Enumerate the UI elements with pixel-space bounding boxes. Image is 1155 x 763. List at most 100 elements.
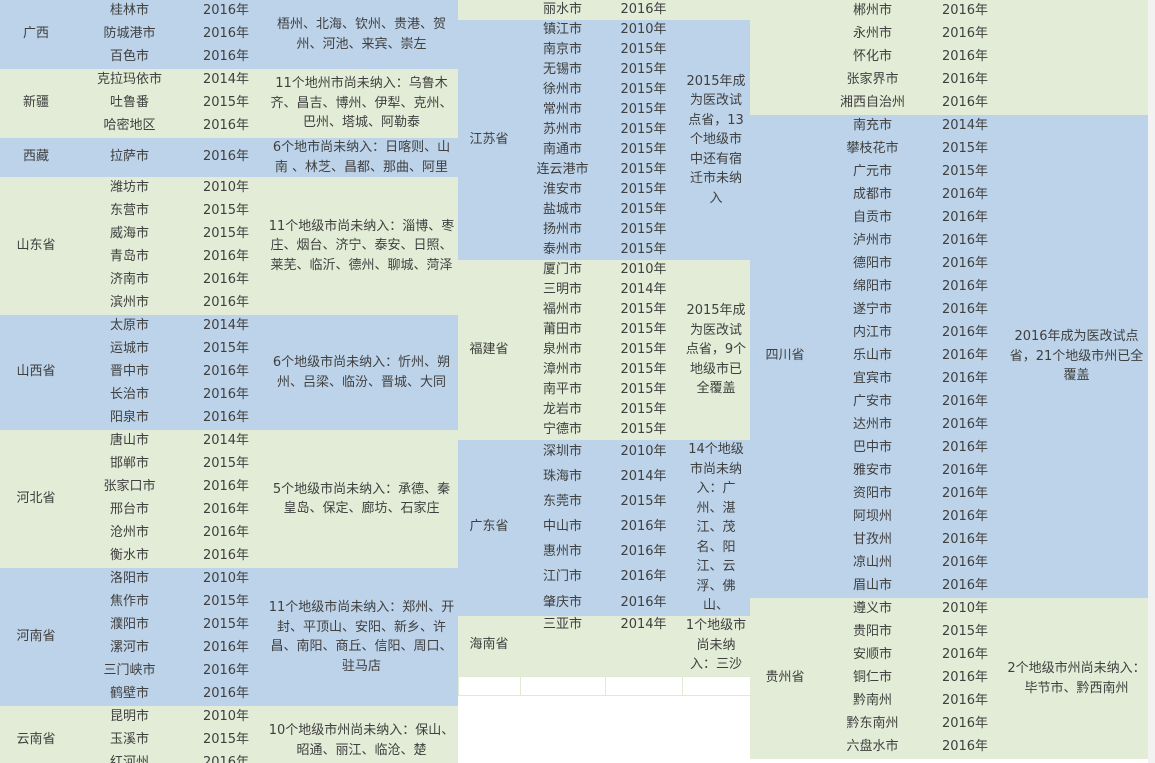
note-cell[interactable]: 2015年成为医改试点省，13个地级市中还有宿迁市未纳入 xyxy=(682,20,750,260)
city-cell[interactable]: 攀枝花市 xyxy=(820,138,925,161)
table-row[interactable]: 晋中市 2016年 xyxy=(0,361,458,384)
table-row[interactable]: 福州市 2015年 xyxy=(458,300,750,320)
city-cell[interactable]: 泸州市 xyxy=(820,230,925,253)
city-cell[interactable]: 安顺市 xyxy=(820,644,925,667)
table-row[interactable] xyxy=(458,635,750,656)
city-cell[interactable]: 莆田市 xyxy=(520,320,605,340)
city-cell[interactable]: 桂林市 xyxy=(72,0,187,23)
note-cell[interactable]: 11个地级市尚未纳入：郑州、开封、平顶山、安阳、新乡、许昌、南阳、商丘、信阳、周… xyxy=(265,568,458,706)
city-cell[interactable]: 丽水市 xyxy=(520,0,605,20)
city-cell[interactable]: 三明市 xyxy=(520,280,605,300)
year-cell[interactable]: 2016年 xyxy=(925,391,1005,414)
city-cell[interactable]: 铜仁市 xyxy=(820,667,925,690)
city-cell[interactable]: 自贡市 xyxy=(820,207,925,230)
city-cell[interactable]: 东莞市 xyxy=(520,490,605,516)
table-row[interactable]: 沧州市 2016年 xyxy=(0,522,458,545)
note-cell[interactable]: 14个地级市尚未纳入：广州、湛江、茂名、阳江、云浮、佛山、 xyxy=(682,440,750,616)
table-row[interactable]: 广西 桂林市 2016年 梧州、北海、钦州、贵港、贺州、河池、来宾、崇左 xyxy=(0,0,458,69)
year-cell[interactable]: 2016年 xyxy=(925,207,1005,230)
city-cell[interactable]: 阿坝州 xyxy=(820,506,925,529)
table-row[interactable]: 河南省 洛阳市 2010年 11个地级市尚未纳入：郑州、开封、平顶山、安阳、新乡、许昌… xyxy=(0,568,458,706)
year-cell[interactable]: 2015年 xyxy=(605,320,682,340)
city-cell[interactable]: 遵义市 xyxy=(820,598,925,621)
year-cell[interactable]: 2016年 xyxy=(187,499,265,522)
city-cell[interactable]: 资阳市 xyxy=(820,483,925,506)
city-cell[interactable]: 德阳市 xyxy=(820,253,925,276)
table-row[interactable]: 阿坝州 2016年 xyxy=(750,506,1148,529)
table-row[interactable]: 无锡市 2015年 xyxy=(458,60,750,80)
city-cell[interactable]: 三门峡市 xyxy=(72,660,187,683)
table-row[interactable]: 广元市 2015年 xyxy=(750,161,1148,184)
year-cell[interactable]: 2016年 xyxy=(187,384,265,407)
year-cell[interactable]: 2014年 xyxy=(187,69,265,92)
table-row[interactable]: 红河州 2016年 xyxy=(0,752,458,763)
year-cell[interactable]: 2015年 xyxy=(605,80,682,100)
city-cell[interactable]: 晋中市 xyxy=(72,361,187,384)
year-cell[interactable]: 2015年 xyxy=(605,180,682,200)
city-cell[interactable] xyxy=(520,635,605,656)
note-cell[interactable]: 11个地州市尚未纳入：乌鲁木齐、昌吉、博州、伊犁、克州、巴州、塔城、阿勒泰 xyxy=(265,69,458,138)
table-row[interactable]: 扬州市 2015年 xyxy=(458,220,750,240)
table-row[interactable]: 肇庆市 2016年 xyxy=(458,590,750,616)
year-cell[interactable]: 2015年 xyxy=(605,100,682,120)
province-cell[interactable]: 新疆 xyxy=(0,69,72,138)
city-cell[interactable]: 三亚市 xyxy=(520,615,605,636)
year-cell[interactable] xyxy=(605,635,682,656)
city-cell[interactable]: 苏州市 xyxy=(520,120,605,140)
table-row[interactable]: 连云港市 2015年 xyxy=(458,160,750,180)
table-row[interactable]: 三明市 2014年 xyxy=(458,280,750,300)
note-cell[interactable] xyxy=(1005,0,1148,115)
year-cell[interactable]: 2016年 xyxy=(187,23,265,46)
table-row[interactable]: 甘孜州 2016年 xyxy=(750,529,1148,552)
year-cell[interactable]: 2015年 xyxy=(187,200,265,223)
city-cell[interactable]: 百色市 xyxy=(72,46,187,69)
year-cell[interactable]: 2014年 xyxy=(605,465,682,491)
year-cell[interactable]: 2016年 xyxy=(925,529,1005,552)
table-row[interactable]: 张家口市 2016年 xyxy=(0,476,458,499)
province-cell[interactable]: 四川省 xyxy=(750,115,820,598)
year-cell[interactable]: 2015年 xyxy=(925,161,1005,184)
province-cell[interactable] xyxy=(458,0,520,20)
year-cell[interactable]: 2015年 xyxy=(187,223,265,246)
city-cell[interactable]: 肇庆市 xyxy=(520,590,605,616)
city-cell[interactable]: 张家界市 xyxy=(820,69,925,92)
note-cell[interactable]: 6个地市尚未纳入：日喀则、山南 、林芝、昌都、那曲、阿里 xyxy=(265,138,458,177)
city-cell[interactable]: 漳州市 xyxy=(520,360,605,380)
city-cell[interactable]: 南通市 xyxy=(520,140,605,160)
year-cell[interactable]: 2016年 xyxy=(187,361,265,384)
table-row[interactable]: 鹤壁市 2016年 xyxy=(0,683,458,706)
blank-cell[interactable] xyxy=(605,675,683,696)
city-cell[interactable]: 郴州市 xyxy=(820,0,925,23)
year-cell[interactable]: 2016年 xyxy=(187,138,265,177)
city-cell[interactable]: 漯河市 xyxy=(72,637,187,660)
city-cell[interactable]: 六盘水市 xyxy=(820,736,925,759)
year-cell[interactable]: 2016年 xyxy=(187,660,265,683)
city-cell[interactable]: 遂宁市 xyxy=(820,299,925,322)
year-cell[interactable]: 2010年 xyxy=(605,20,682,40)
city-cell[interactable]: 济南市 xyxy=(72,269,187,292)
city-cell[interactable]: 怀化市 xyxy=(820,46,925,69)
year-cell[interactable]: 2015年 xyxy=(605,220,682,240)
table-row[interactable]: 济南市 2016年 xyxy=(0,269,458,292)
note-cell[interactable]: 10个地级市州尚未纳入：保山、昭通、丽江、临沧、楚 xyxy=(265,706,458,763)
year-cell[interactable]: 2016年 xyxy=(925,0,1005,23)
year-cell[interactable]: 2016年 xyxy=(925,736,1005,759)
city-cell[interactable]: 无锡市 xyxy=(520,60,605,80)
table-row[interactable]: 焦作市 2015年 xyxy=(0,591,458,614)
year-cell[interactable]: 2010年 xyxy=(925,598,1005,621)
city-cell[interactable]: 徐州市 xyxy=(520,80,605,100)
table-row[interactable]: 张家界市 2016年 xyxy=(750,69,1148,92)
year-cell[interactable]: 2016年 xyxy=(187,292,265,315)
year-cell[interactable]: 2016年 xyxy=(925,552,1005,575)
province-cell[interactable]: 贵州省 xyxy=(750,598,820,759)
table-row[interactable]: 郴州市 2016年 xyxy=(750,0,1148,115)
table-row[interactable]: 遂宁市 2016年 xyxy=(750,299,1148,322)
year-cell[interactable]: 2016年 xyxy=(605,0,682,20)
table-row[interactable]: 云南省 昆明市 2010年 10个地级市州尚未纳入：保山、昭通、丽江、临沧、楚 xyxy=(0,706,458,763)
year-cell[interactable]: 2016年 xyxy=(187,683,265,706)
table-row[interactable]: 泸州市 2016年 xyxy=(750,230,1148,253)
table-row[interactable]: 永州市 2016年 xyxy=(750,23,1148,46)
table-row[interactable]: 四川省 南充市 2014年 2016年成为医改试点省，21个地级市州已全覆盖 xyxy=(750,115,1148,598)
table-row[interactable]: 苏州市 2015年 xyxy=(458,120,750,140)
table-row[interactable]: 怀化市 2016年 xyxy=(750,46,1148,69)
